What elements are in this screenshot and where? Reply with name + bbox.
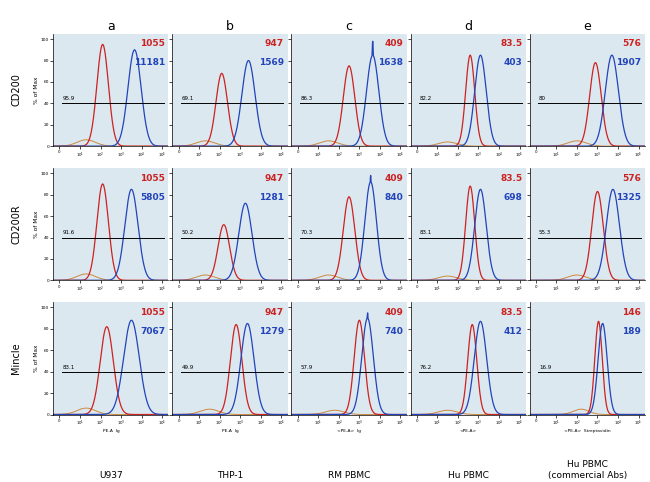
Text: 576: 576 <box>623 40 642 48</box>
Text: 1055: 1055 <box>140 308 165 317</box>
Text: 83.1: 83.1 <box>62 364 75 370</box>
Text: CD200R: CD200R <box>11 204 21 244</box>
Text: 55.3: 55.3 <box>539 230 551 235</box>
Text: 1638: 1638 <box>378 58 403 67</box>
Y-axis label: % of Max: % of Max <box>34 345 39 372</box>
Text: 5805: 5805 <box>140 193 165 201</box>
Text: 1325: 1325 <box>616 193 642 201</box>
X-axis label: <PE-A>  Ig: <PE-A> Ig <box>337 429 361 433</box>
Text: 409: 409 <box>384 40 403 48</box>
Text: 7067: 7067 <box>140 327 165 336</box>
Text: 69.1: 69.1 <box>181 96 194 101</box>
Text: 189: 189 <box>623 327 642 336</box>
Text: 83.1: 83.1 <box>420 230 432 235</box>
Text: 403: 403 <box>504 58 522 67</box>
Text: 95.9: 95.9 <box>62 96 75 101</box>
Text: 16.9: 16.9 <box>539 364 551 370</box>
Text: RM PBMC: RM PBMC <box>328 470 370 480</box>
Title: e: e <box>583 20 591 33</box>
Text: 1569: 1569 <box>259 58 284 67</box>
Text: 11181: 11181 <box>134 58 165 67</box>
Text: 740: 740 <box>384 327 403 336</box>
Title: d: d <box>464 20 472 33</box>
Text: 82.2: 82.2 <box>420 96 432 101</box>
X-axis label: <PE-A>: <PE-A> <box>460 429 476 433</box>
Text: 83.5: 83.5 <box>500 40 522 48</box>
Text: 409: 409 <box>384 308 403 317</box>
Y-axis label: % of Max: % of Max <box>34 210 39 238</box>
Text: 576: 576 <box>623 174 642 183</box>
Text: 1281: 1281 <box>259 193 284 201</box>
Text: 1055: 1055 <box>140 40 165 48</box>
Text: 76.2: 76.2 <box>420 364 432 370</box>
Text: 80: 80 <box>539 96 546 101</box>
Text: 409: 409 <box>384 174 403 183</box>
Text: Hu PBMC: Hu PBMC <box>448 470 489 480</box>
Text: 49.9: 49.9 <box>181 364 194 370</box>
Text: 698: 698 <box>503 193 522 201</box>
Text: 83.5: 83.5 <box>500 174 522 183</box>
Text: CD200: CD200 <box>11 74 21 107</box>
Text: 840: 840 <box>384 193 403 201</box>
Text: 947: 947 <box>265 174 284 183</box>
Text: 83.5: 83.5 <box>500 308 522 317</box>
Text: 91.6: 91.6 <box>62 230 75 235</box>
Text: Mincle: Mincle <box>11 343 21 374</box>
Text: 1907: 1907 <box>616 58 642 67</box>
Text: 1055: 1055 <box>140 174 165 183</box>
Text: 947: 947 <box>265 40 284 48</box>
Text: 146: 146 <box>623 308 642 317</box>
Text: U937: U937 <box>99 470 123 480</box>
Text: 947: 947 <box>265 308 284 317</box>
Text: 1279: 1279 <box>259 327 284 336</box>
Title: c: c <box>346 20 352 33</box>
Text: THP-1: THP-1 <box>217 470 243 480</box>
Text: 70.3: 70.3 <box>301 230 313 235</box>
Y-axis label: % of Max: % of Max <box>34 76 39 104</box>
Text: 57.9: 57.9 <box>301 364 313 370</box>
Text: 50.2: 50.2 <box>181 230 194 235</box>
Text: 412: 412 <box>503 327 522 336</box>
X-axis label: <PE-A>  Streptavidin: <PE-A> Streptavidin <box>564 429 610 433</box>
Text: 86.3: 86.3 <box>301 96 313 101</box>
X-axis label: PE-A  Ig: PE-A Ig <box>222 429 239 433</box>
Text: Hu PBMC
(commercial Abs): Hu PBMC (commercial Abs) <box>547 460 627 480</box>
Title: a: a <box>107 20 115 33</box>
Title: b: b <box>226 20 234 33</box>
X-axis label: PE-A  Ig: PE-A Ig <box>103 429 119 433</box>
